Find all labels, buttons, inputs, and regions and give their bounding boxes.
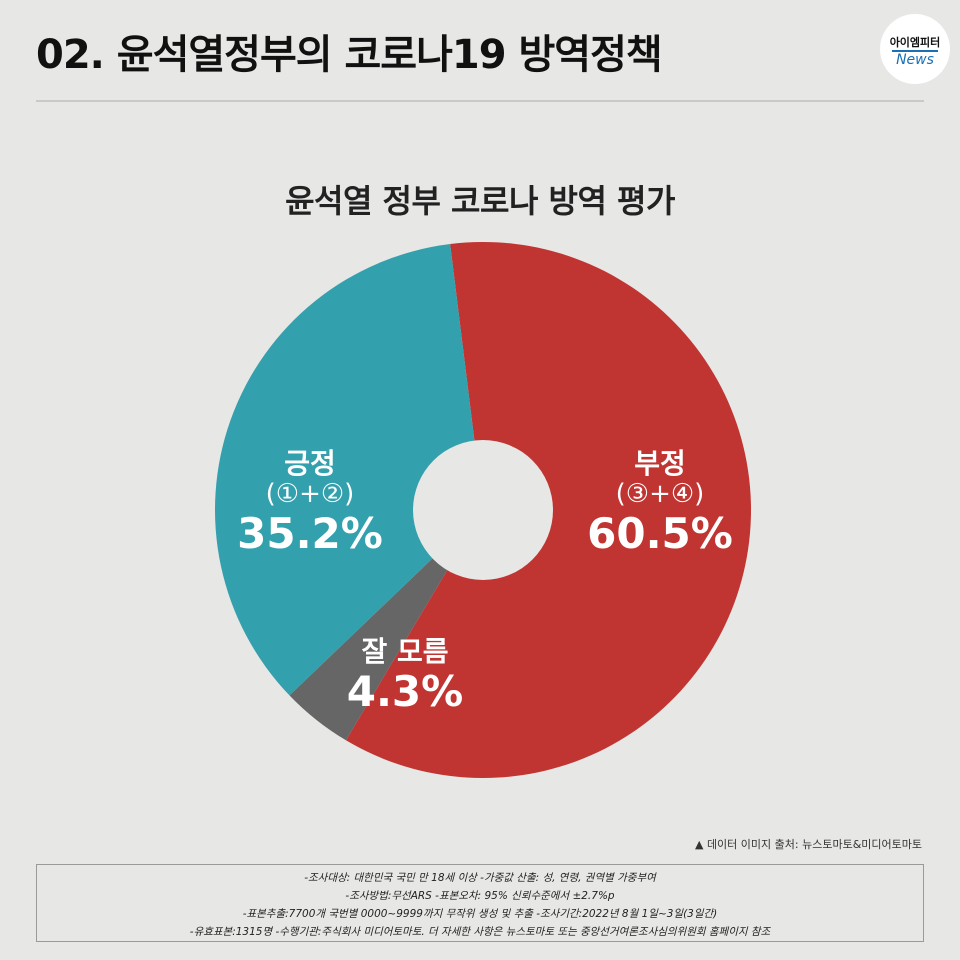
slice-label-unknown-name: 잘 모름 xyxy=(361,635,449,668)
slice-label-negative-value: 60.5% xyxy=(587,509,733,559)
data-source: ▲ 데이터 이미지 출처: 뉴스토마토&미디어토마토 xyxy=(694,838,922,851)
survey-note-line: -조사방법:무선ARS -표본오차: 95% 신뢰수준에서 ±2.7%p xyxy=(345,890,615,902)
news-logo: 아이엠피터 News xyxy=(880,14,950,84)
survey-note-line: -표본추출:7700개 국번별 0000~9999까지 무작위 생성 및 추출 … xyxy=(242,908,718,920)
slice-label-positive-sub: (①+②) xyxy=(265,479,355,510)
slice-label-negative-name: 부정 xyxy=(634,447,686,480)
survey-note-line: -조사대상: 대한민국 국민 만 18세 이상 -가중값 산출: 성, 연령, … xyxy=(304,872,656,884)
slice-label-negative: 부정 (③+④) 60.5% xyxy=(560,447,760,559)
slice-label-unknown-value: 4.3% xyxy=(346,667,464,717)
slice-positive xyxy=(214,244,484,696)
header-divider xyxy=(36,100,924,102)
slice-unknown xyxy=(289,510,483,741)
donut-hole xyxy=(413,440,553,580)
slice-label-positive-name: 긍정 xyxy=(284,447,336,480)
survey-notes: -조사대상: 대한민국 국민 만 18세 이상 -가중값 산출: 성, 연령, … xyxy=(36,864,924,942)
survey-note-line: -유효표본:1315명 -수행기관:주식회사 미디어토마토. 더 자세한 사항은… xyxy=(189,926,771,938)
page-title: 02. 윤석열정부의 코로나19 방역정책 xyxy=(36,32,663,78)
slice-label-unknown: 잘 모름 4.3% xyxy=(305,635,505,717)
logo-text-bottom: News xyxy=(896,52,934,68)
logo-underline xyxy=(892,50,938,52)
slice-label-positive: 긍정 (①+②) 35.2% xyxy=(210,447,410,559)
slice-label-negative-sub: (③+④) xyxy=(615,479,705,510)
slice-label-positive-value: 35.2% xyxy=(237,509,383,559)
logo-text-top: 아이엠피터 xyxy=(889,36,941,49)
chart-title: 윤석열 정부 코로나 방역 평가 xyxy=(285,182,675,220)
